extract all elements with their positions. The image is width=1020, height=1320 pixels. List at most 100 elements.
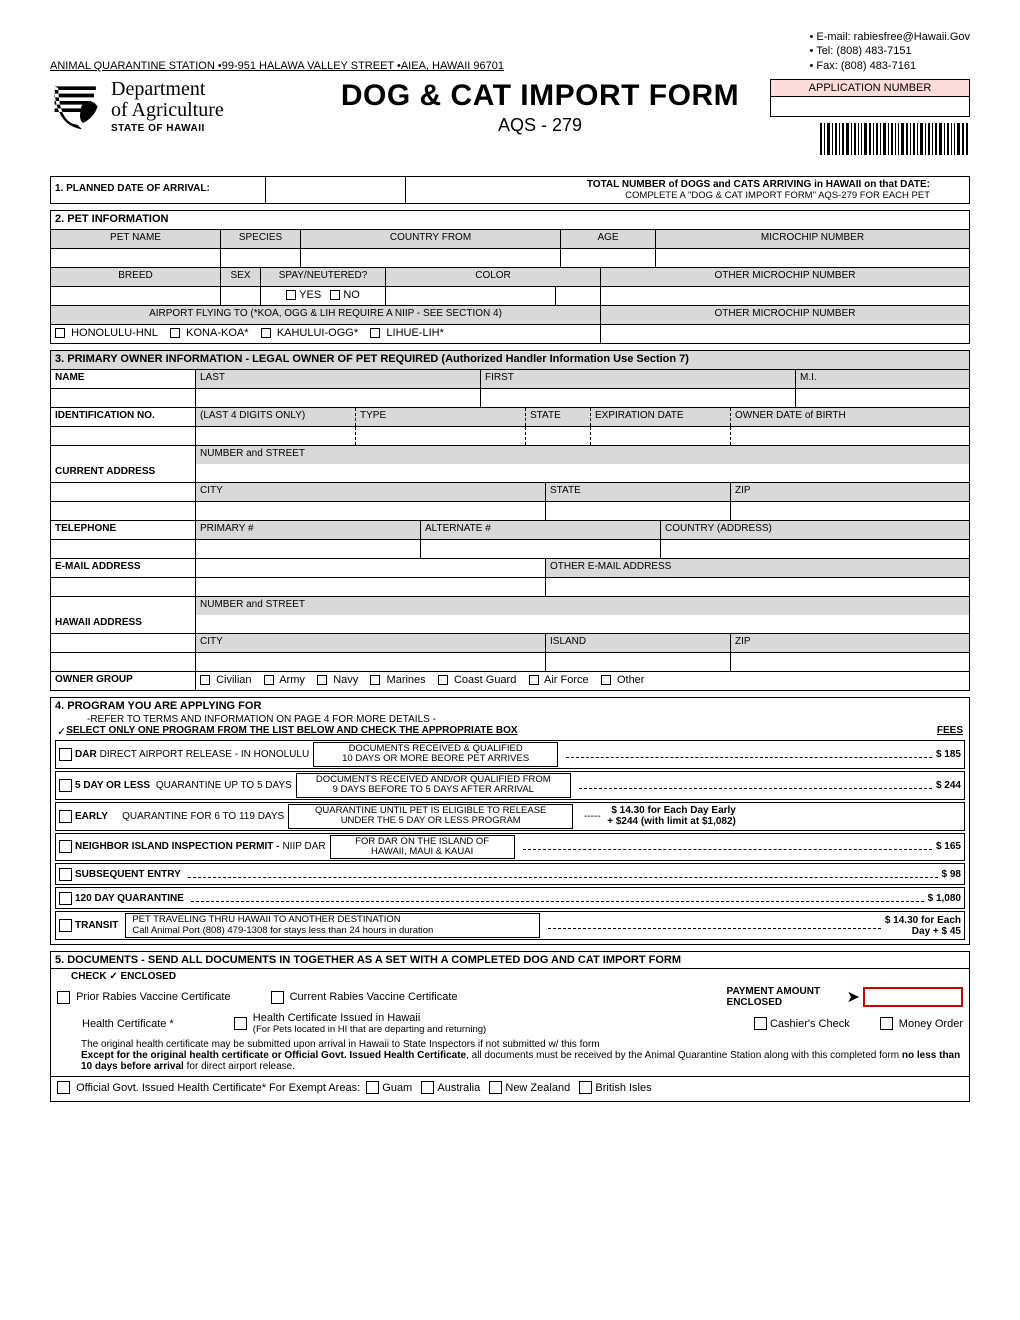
hdr-microchip: MICROCHIP NUMBER (656, 230, 969, 248)
curr-vac-checkbox[interactable] (271, 991, 284, 1004)
dar-checkbox[interactable] (59, 748, 72, 761)
spay-no-checkbox[interactable] (330, 290, 340, 300)
nz-checkbox[interactable] (489, 1081, 502, 1094)
govt-checkbox[interactable] (57, 1081, 70, 1094)
city-input[interactable] (196, 502, 546, 520)
subseq-checkbox[interactable] (59, 868, 72, 881)
form-title: DOG & CAT IMPORT FORM (310, 79, 770, 113)
dob-input[interactable] (731, 427, 969, 445)
lih-checkbox[interactable] (370, 328, 380, 338)
total-count-input[interactable] (934, 177, 969, 203)
cg-checkbox[interactable] (438, 675, 448, 685)
address-line: ANIMAL QUARANTINE STATION •99-951 HALAWA… (50, 30, 799, 72)
marines-checkbox[interactable] (370, 675, 380, 685)
prim-input[interactable] (196, 540, 421, 558)
othermicro-input[interactable] (601, 287, 969, 305)
contact-email: E-mail: rabiesfree@Hawaii.Gov (809, 30, 970, 44)
koa-checkbox[interactable] (170, 328, 180, 338)
alt-input[interactable] (421, 540, 661, 558)
contact-block: E-mail: rabiesfree@Hawaii.Gov Tel: (808)… (809, 30, 970, 73)
spay-input[interactable]: YES NO (261, 287, 386, 305)
s2-title: 2. PET INFORMATION (51, 211, 969, 229)
transit-checkbox[interactable] (59, 919, 72, 932)
prior-checkbox[interactable] (57, 991, 70, 1004)
s1-label: 1. PLANNED DATE OF ARRIVAL: (51, 177, 266, 203)
last4-input[interactable] (196, 427, 356, 445)
dept-line1: Department (111, 79, 224, 100)
lbl-curr: CURRENT ADDRESS (51, 464, 196, 482)
appnum-block: APPLICATION NUMBER (770, 79, 970, 158)
othermicro2-input[interactable] (601, 325, 969, 343)
5day-desc: DOCUMENTS RECEIVED AND/OR QUALIFIED FROM… (296, 773, 571, 798)
lbl-email: E-MAIL ADDRESS (51, 559, 196, 577)
state2-input[interactable] (546, 502, 731, 520)
country-input[interactable] (661, 540, 969, 558)
zip-input[interactable] (731, 502, 969, 520)
sex-input[interactable] (221, 287, 261, 305)
hnl-checkbox[interactable] (55, 328, 65, 338)
mi-input[interactable] (796, 389, 969, 407)
niip-checkbox[interactable] (59, 840, 72, 853)
email-input2[interactable] (196, 578, 546, 596)
hi-zip-input[interactable] (731, 653, 969, 671)
numstreet-input[interactable] (196, 464, 969, 482)
logo-block: Department of Agriculture STATE OF HAWAI… (50, 79, 310, 135)
early-checkbox[interactable] (59, 810, 72, 823)
state-input[interactable] (526, 427, 591, 445)
petname-input[interactable] (51, 249, 221, 267)
other-checkbox[interactable] (601, 675, 611, 685)
lbl-hi-top (51, 597, 196, 615)
color-input2[interactable] (556, 287, 601, 305)
mo-checkbox[interactable] (880, 1017, 893, 1030)
contact-tel: Tel: (808) 483-7151 (809, 44, 970, 58)
ogg-checkbox[interactable] (261, 328, 271, 338)
email2-input[interactable] (546, 578, 969, 596)
hdr-island: ISLAND (546, 634, 731, 652)
bi-checkbox[interactable] (579, 1081, 592, 1094)
guam-checkbox[interactable] (366, 1081, 379, 1094)
island-input[interactable] (546, 653, 731, 671)
5day-checkbox[interactable] (59, 779, 72, 792)
breed-input[interactable] (51, 287, 221, 305)
dar-fee: $ 185 (936, 749, 961, 760)
5day-fee: $ 244 (936, 780, 961, 791)
email-spacer (51, 578, 196, 596)
hc-hi-label: Health Certificate Issued in Hawaii (253, 1012, 486, 1024)
age-input[interactable] (561, 249, 656, 267)
last-input[interactable] (196, 389, 481, 407)
hdr-breed: BREED (51, 268, 221, 286)
exp-input[interactable] (591, 427, 731, 445)
spay-yes-checkbox[interactable] (286, 290, 296, 300)
tel-spacer (51, 540, 196, 558)
mo-label: Money Order (899, 1018, 963, 1030)
aus-checkbox[interactable] (421, 1081, 434, 1094)
lbl-tel: TELEPHONE (51, 521, 196, 539)
prog-120: 120 DAY QUARANTINE $ 1,080 (55, 887, 965, 909)
cashier-label: Cashier's Check (770, 1018, 850, 1030)
q120-checkbox[interactable] (59, 892, 72, 905)
navy-checkbox[interactable] (317, 675, 327, 685)
hdr-mi: M.I. (796, 370, 969, 388)
hdr-first: FIRST (481, 370, 796, 388)
color-input[interactable] (386, 287, 556, 305)
type-input[interactable] (356, 427, 526, 445)
first-input[interactable] (481, 389, 796, 407)
dar-desc: DOCUMENTS RECEIVED & QUALIFIED 10 DAYS O… (313, 742, 558, 767)
cashier-checkbox[interactable] (754, 1017, 767, 1030)
hdr-numstreet: NUMBER and STREET (196, 446, 969, 464)
army-checkbox[interactable] (264, 675, 274, 685)
arrival-date-input[interactable] (266, 177, 406, 203)
email-input[interactable] (196, 559, 546, 577)
microchip-input[interactable] (656, 249, 969, 267)
hdr-state2: STATE (546, 483, 731, 501)
hi-numstreet-input[interactable] (196, 615, 969, 633)
appnum-input[interactable] (770, 97, 970, 117)
hc-hi-checkbox[interactable] (234, 1017, 247, 1030)
state-logo-icon (50, 79, 105, 134)
species-input[interactable] (221, 249, 301, 267)
af-checkbox[interactable] (529, 675, 539, 685)
country-input[interactable] (301, 249, 561, 267)
civ-checkbox[interactable] (200, 675, 210, 685)
hi-city-input[interactable] (196, 653, 546, 671)
payment-amount-input[interactable] (863, 987, 963, 1007)
